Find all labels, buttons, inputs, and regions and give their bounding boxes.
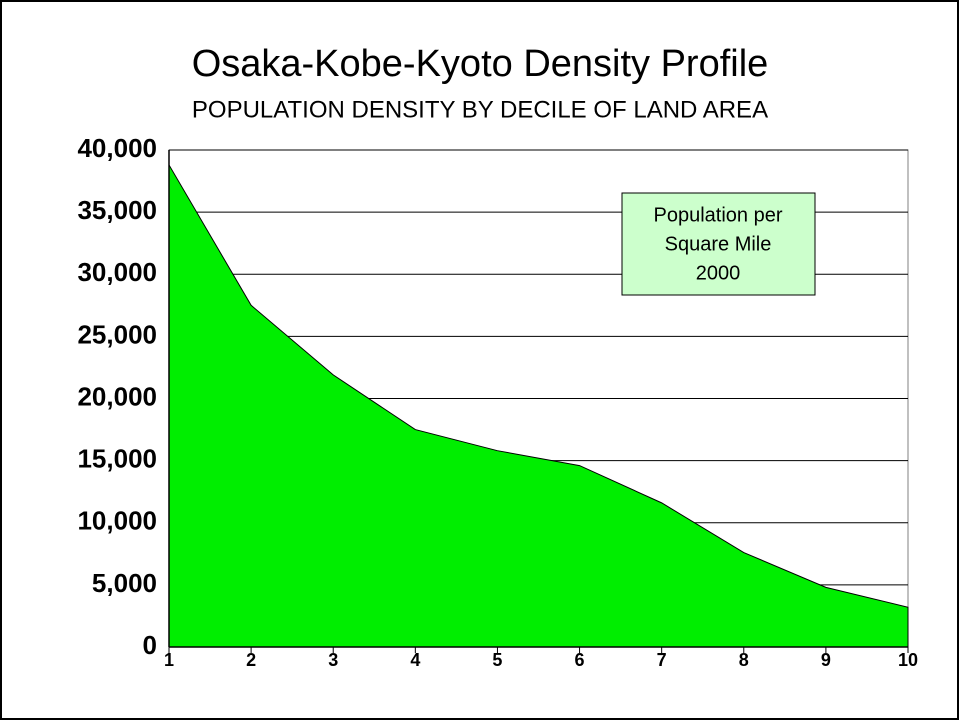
chart-title: Osaka-Kobe-Kyoto Density Profile xyxy=(192,43,769,85)
y-tick-label: 10,000 xyxy=(77,506,157,536)
x-tick-label: 2 xyxy=(246,650,256,670)
y-tick-label: 30,000 xyxy=(77,257,157,287)
y-tick-label: 15,000 xyxy=(77,444,157,474)
y-tick-label: 40,000 xyxy=(77,133,157,163)
y-tick-label: 0 xyxy=(143,630,157,660)
y-tick-label: 35,000 xyxy=(77,195,157,225)
y-tick-label: 5,000 xyxy=(92,568,157,598)
y-tick-label: 20,000 xyxy=(77,381,157,411)
chart-subtitle: POPULATION DENSITY BY DECILE OF LAND ARE… xyxy=(192,96,768,123)
x-tick-label: 3 xyxy=(328,650,338,670)
y-tick-label: 25,000 xyxy=(77,319,157,349)
annotation-text: Population per xyxy=(654,204,783,226)
x-tick-label: 8 xyxy=(739,650,749,670)
x-tick-label: 1 xyxy=(164,650,174,670)
x-tick-label: 5 xyxy=(492,650,502,670)
annotation-text: Square Mile xyxy=(665,233,772,255)
x-tick-label: 10 xyxy=(898,650,918,670)
area xyxy=(168,163,909,648)
annotation-box xyxy=(621,192,816,296)
annotation-text: 2000 xyxy=(696,262,741,284)
x-tick-label: 7 xyxy=(657,650,667,670)
x-tick-label: 9 xyxy=(821,650,831,670)
x-tick-label: 4 xyxy=(410,650,420,670)
x-tick-label: 6 xyxy=(575,650,585,670)
